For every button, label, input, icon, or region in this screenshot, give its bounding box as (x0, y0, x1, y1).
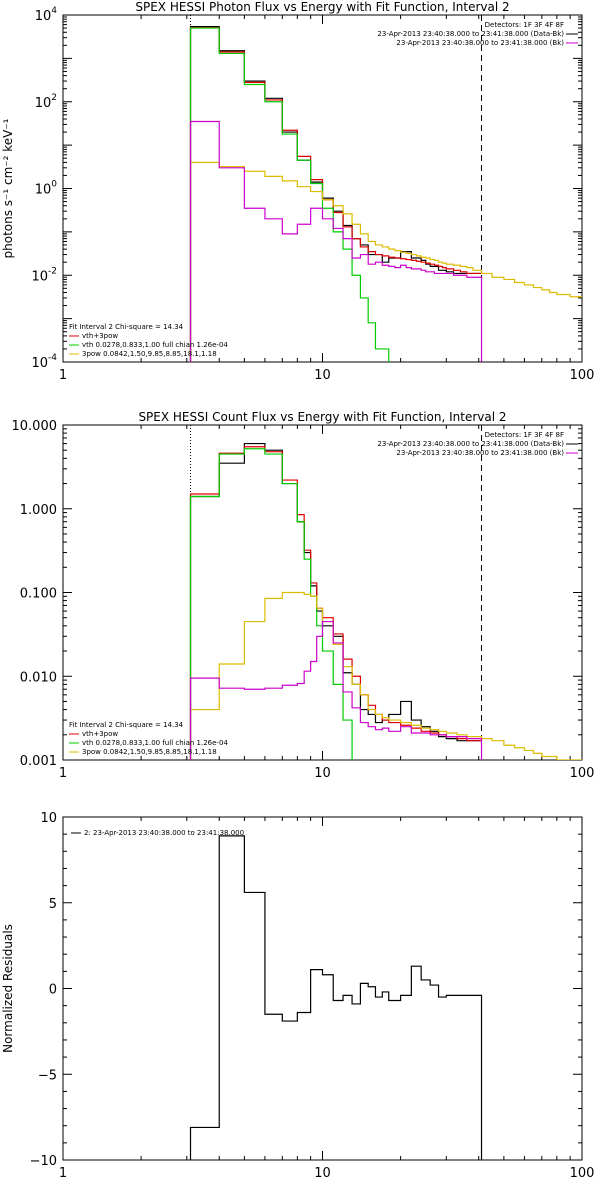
chart-panel-2: SPEX HESSI Count Flux vs Energy with Fit… (12, 410, 595, 781)
y-tick-label: 10.000 (12, 419, 58, 434)
series-bk-line (189, 120, 483, 362)
legend-entry: 23-Apr-2013 23:40:38.000 to 23:41:38.000… (396, 39, 564, 47)
y-tick-label: 0 (49, 983, 57, 998)
y-tick-label: 5 (49, 897, 57, 912)
series-vth-line (189, 448, 353, 760)
x-ticks (62, 15, 571, 362)
legend-bottom-left: Fit Interval 2 Chi-square = 14.34vth+3po… (69, 323, 228, 358)
legend-entry: Detectors: 1F 3F 4F 8F (485, 431, 564, 439)
y-ticks (63, 16, 582, 363)
series-3pow-line (189, 591, 582, 760)
x-tick-label: 10 (314, 1166, 331, 1181)
chart-title: SPEX HESSI Count Flux vs Energy with Fit… (138, 410, 506, 424)
chart-panel-3: Normalized Residuals 1 10 100 −10 −5 0 5 10 2: 23… (1, 811, 594, 1181)
y-tick-label: 104 (35, 6, 58, 24)
x-ticks (62, 817, 571, 1160)
x-tick-label: 10 (314, 368, 331, 383)
legend-entry: vth+3pow (82, 332, 118, 340)
y-axis-label: photons s⁻¹ cm⁻² keV⁻¹ (1, 118, 15, 258)
legend-entry: Fit Interval 2 Chi-square = 14.34 (69, 721, 184, 729)
series-group (189, 835, 483, 1160)
legend-bottom-left: Fit Interval 2 Chi-square = 14.34vth+3po… (69, 721, 228, 756)
y-tick-label: 10-4 (31, 353, 57, 371)
chart-title: SPEX HESSI Photon Flux vs Energy with Fi… (135, 0, 509, 14)
y-ticks (63, 428, 582, 761)
y-tick-label: 100 (35, 180, 58, 198)
y-tick-label: −10 (30, 1154, 57, 1169)
x-tick-label: 100 (570, 1166, 595, 1181)
x-tick-label: 1 (59, 1166, 67, 1181)
legend-entry: 23-Apr-2013 23:40:38.000 to 23:41:38.000… (396, 449, 564, 457)
legend-entry: 23-Apr-2013 23:40:38.000 to 23:41:38.000… (377, 30, 564, 38)
legend-entry: vth 0.0278,0.833,1.00 full chian 1.26e-0… (82, 739, 228, 747)
y-tick-exponent: -2 (48, 266, 57, 276)
series-vth-line (189, 27, 390, 362)
x-tick-label: 1 (59, 368, 67, 383)
legend-entry: vth+3pow (82, 730, 118, 738)
y-tick-base: 10 (31, 356, 48, 371)
y-tick-label: 10 (40, 811, 57, 826)
y-tick-label: 0.001 (20, 754, 57, 769)
legend-entry: 3pow 0.0842,1.50,9.85,8.85,18.1,1.18 (82, 350, 217, 358)
x-tick-label: 100 (570, 368, 595, 383)
y-axis-label: Normalized Residuals (1, 924, 15, 1053)
series-group (189, 442, 582, 760)
legend-entry: Fit Interval 2 Chi-square = 14.34 (69, 323, 184, 331)
y-tick-label: −5 (38, 1068, 57, 1083)
series-group (189, 26, 582, 362)
x-tick-label: 100 (570, 766, 595, 781)
x-tick-label: 10 (314, 766, 331, 781)
y-ticks (63, 816, 582, 1161)
y-tick-exponent: 0 (51, 180, 57, 190)
y-tick-base: 10 (35, 183, 52, 198)
plot-frame (62, 424, 583, 761)
series-residuals-line (189, 835, 483, 1160)
legend-entry: 23-Apr-2013 23:40:38.000 to 23:41:38.000… (377, 440, 564, 448)
series-bk-line (189, 620, 483, 760)
legend-entry: vth 0.0278,0.833,1.00 full chian 1.26e-0… (82, 341, 228, 349)
y-tick-exponent: 4 (51, 6, 57, 16)
series-vth-3pow-line (189, 27, 482, 362)
x-tick-label: 1 (59, 766, 67, 781)
chart-panel-1: SPEX HESSI Photon Flux vs Energy with Fi… (1, 0, 594, 383)
y-tick-label: 0.100 (20, 587, 57, 602)
y-tick-label: 10-2 (31, 266, 57, 284)
legend-entry: 2: 23-Apr-2013 23:40:38.000 to 23:41:38.… (84, 829, 244, 837)
series-vth-3pow-line (189, 446, 482, 760)
plot-frame (62, 816, 583, 1161)
legend-entry: 3pow 0.0842,1.50,9.85,8.85,18.1,1.18 (82, 748, 217, 756)
legend-top-left: 2: 23-Apr-2013 23:40:38.000 to 23:41:38.… (71, 829, 244, 837)
y-tick-exponent: -4 (48, 353, 57, 363)
series-data-bk-line (189, 26, 482, 362)
y-tick-label: 0.010 (20, 670, 57, 685)
y-tick-label: 102 (35, 93, 57, 111)
y-tick-base: 10 (35, 96, 52, 111)
y-tick-base: 10 (31, 269, 48, 284)
y-tick-label: 1.000 (20, 503, 57, 518)
y-tick-exponent: 2 (51, 93, 57, 103)
series-data-bk-line (189, 442, 482, 760)
y-tick-base: 10 (35, 9, 52, 24)
legend-entry: Detectors: 1F 3F 4F 8F (485, 21, 564, 29)
series-3pow-line (189, 161, 582, 362)
